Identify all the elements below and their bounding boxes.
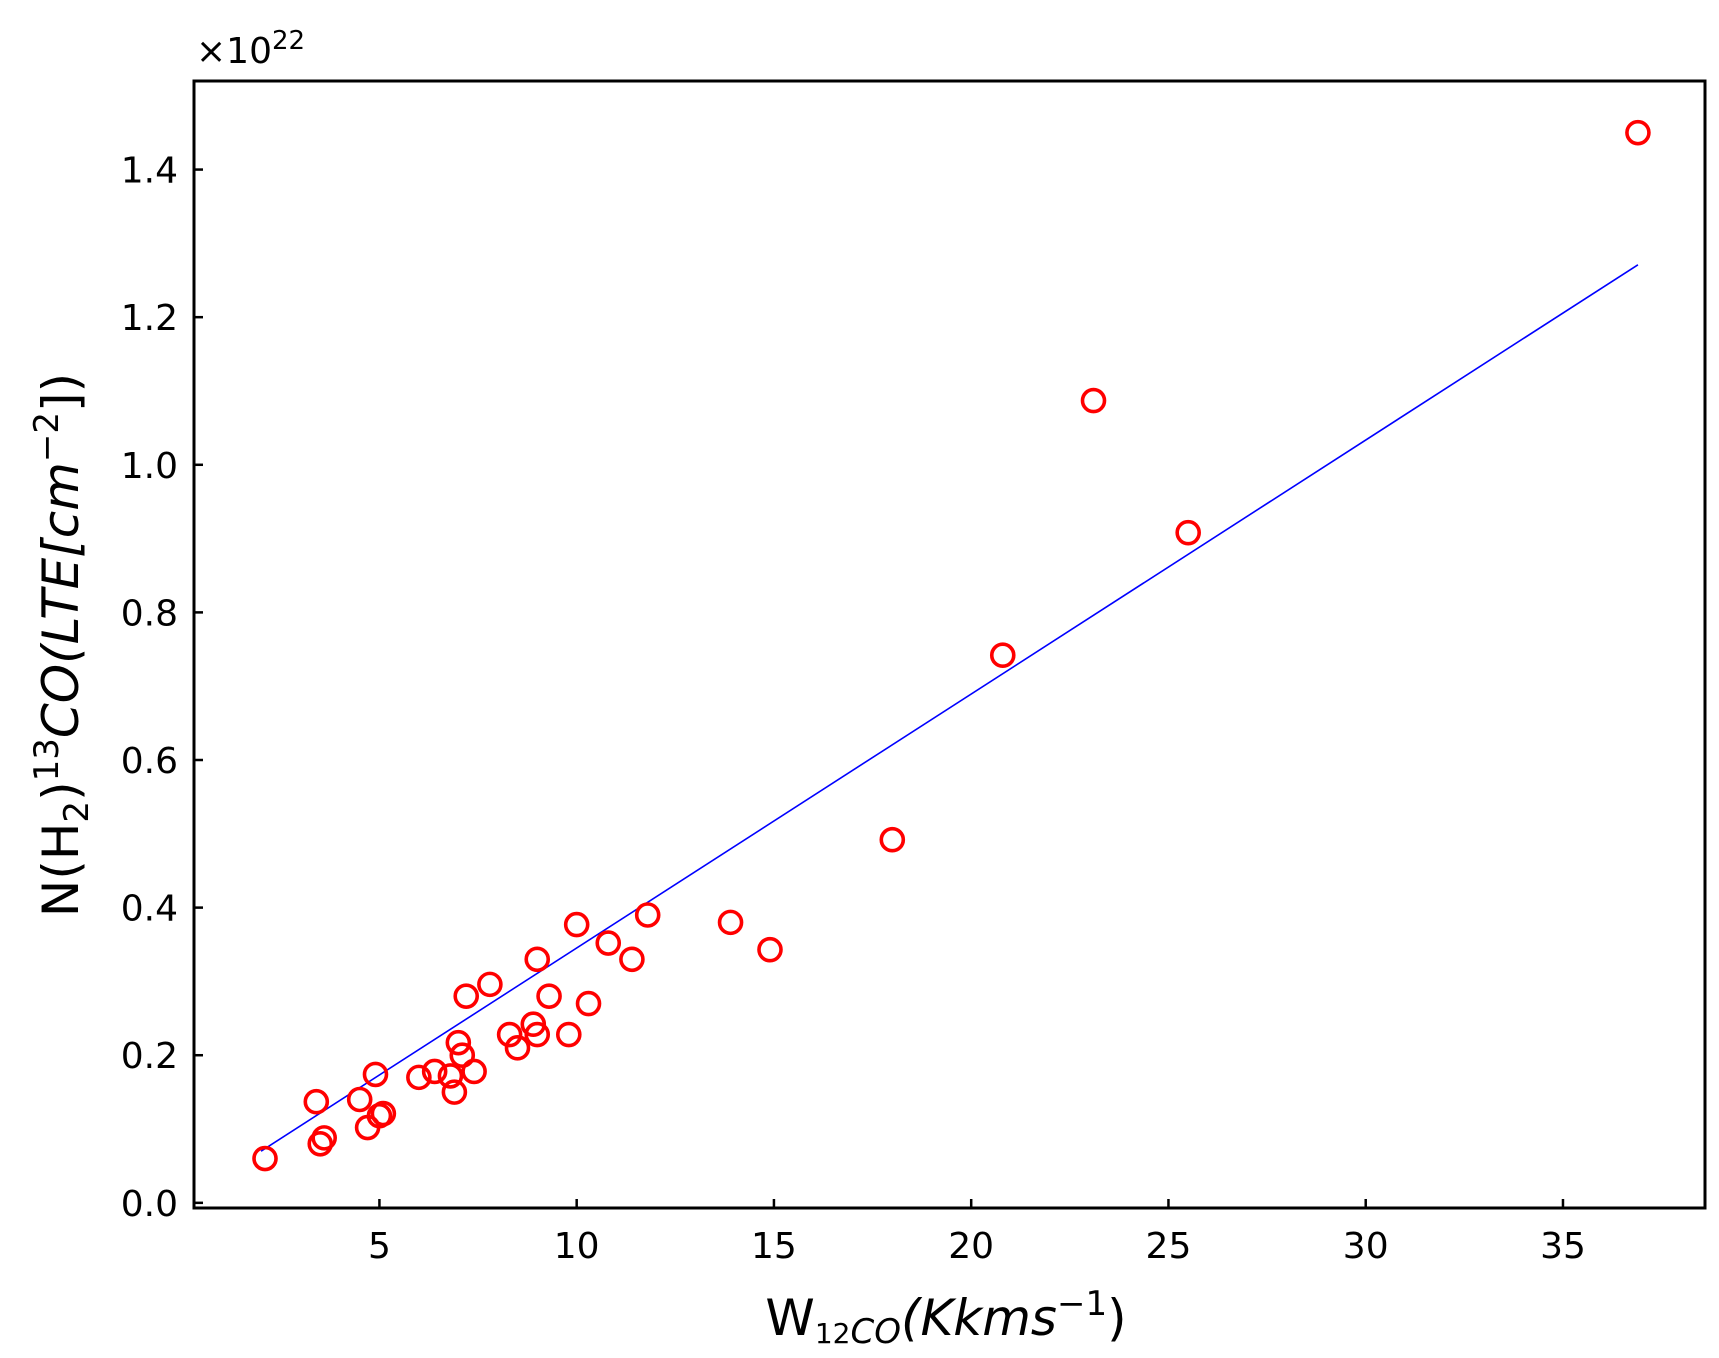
- x-tick-label: 25: [1146, 1226, 1192, 1267]
- data-point: [524, 1021, 551, 1048]
- data-point: [619, 946, 645, 973]
- data-point: [634, 902, 661, 928]
- data-point: [524, 946, 551, 973]
- x-label-exponent: −1: [1057, 1284, 1107, 1324]
- points-layer: [252, 119, 1651, 1172]
- data-point: [757, 936, 783, 963]
- y-tick-label: 0.6: [121, 741, 178, 782]
- data-point: [370, 1100, 397, 1127]
- y-tick-label: 1.2: [121, 298, 178, 339]
- y-offset-label: ×1022: [196, 26, 305, 72]
- y-offset-exponent: 22: [272, 26, 305, 56]
- data-point: [477, 971, 503, 998]
- data-point: [252, 1145, 278, 1172]
- data-point: [504, 1035, 531, 1061]
- data-point: [1625, 119, 1651, 146]
- data-point: [445, 1029, 472, 1056]
- data-point: [496, 1021, 523, 1048]
- x-axis-ticks: 5 10 15 20 25 30 35: [368, 1199, 1586, 1267]
- data-point: [536, 983, 562, 1009]
- x-axis-label: W12CO(Kkms−1): [765, 1284, 1126, 1352]
- x-tick-label: 5: [368, 1226, 391, 1267]
- data-point: [575, 990, 602, 1017]
- y-tick-label: 0.0: [121, 1184, 178, 1225]
- data-point: [461, 1058, 487, 1085]
- x-tick-label: 10: [554, 1226, 600, 1267]
- data-point: [1080, 387, 1107, 414]
- y-axis-label: N(H2)13CO(LTE[cm−2]): [27, 373, 97, 917]
- data-point: [307, 1130, 334, 1157]
- plot-area: 5 10 15 20 25 30 35 0.0 0.2 0.4 0.6 0.8 1.0 1.2 1.4: [121, 79, 1707, 1267]
- x-label-subscript-species: CO: [850, 1312, 901, 1352]
- fit-line-layer: [260, 264, 1639, 1152]
- data-point: [989, 642, 1016, 669]
- data-point: [453, 983, 480, 1009]
- x-tick-label: 30: [1343, 1226, 1389, 1267]
- y-tick-label: 0.2: [121, 1036, 178, 1077]
- y-axis-ticks: 0.0 0.2 0.4 0.6 0.8 1.0 1.2 1.4: [121, 151, 203, 1225]
- data-point: [1175, 519, 1201, 546]
- plot-frame: [192, 79, 1707, 1210]
- y-tick-label: 1.4: [121, 151, 178, 192]
- fit-line: [260, 264, 1639, 1152]
- x-label-subscript-number: 12: [815, 1317, 851, 1350]
- data-point: [362, 1061, 389, 1088]
- data-point: [879, 826, 906, 853]
- data-point: [555, 1021, 582, 1048]
- data-point: [595, 930, 622, 956]
- data-point: [421, 1058, 448, 1085]
- data-point: [437, 1063, 464, 1089]
- y-tick-label: 0.8: [121, 593, 178, 634]
- x-tick-label: 15: [751, 1226, 797, 1267]
- y-tick-label: 0.4: [121, 889, 178, 930]
- data-point: [346, 1086, 373, 1113]
- data-point: [449, 1042, 476, 1069]
- y-label-exponent: −2: [27, 412, 67, 462]
- data-point: [717, 909, 744, 936]
- y-label-subscript: 2: [57, 801, 97, 823]
- x-tick-label: 35: [1540, 1226, 1586, 1267]
- data-point: [303, 1088, 330, 1115]
- x-tick-label: 20: [948, 1226, 994, 1267]
- y-label-superscript: 13: [27, 738, 67, 781]
- data-point: [441, 1079, 468, 1105]
- data-point: [563, 911, 590, 938]
- data-point: [406, 1064, 432, 1091]
- y-tick-label: 1.0: [121, 446, 178, 487]
- data-point: [311, 1125, 337, 1151]
